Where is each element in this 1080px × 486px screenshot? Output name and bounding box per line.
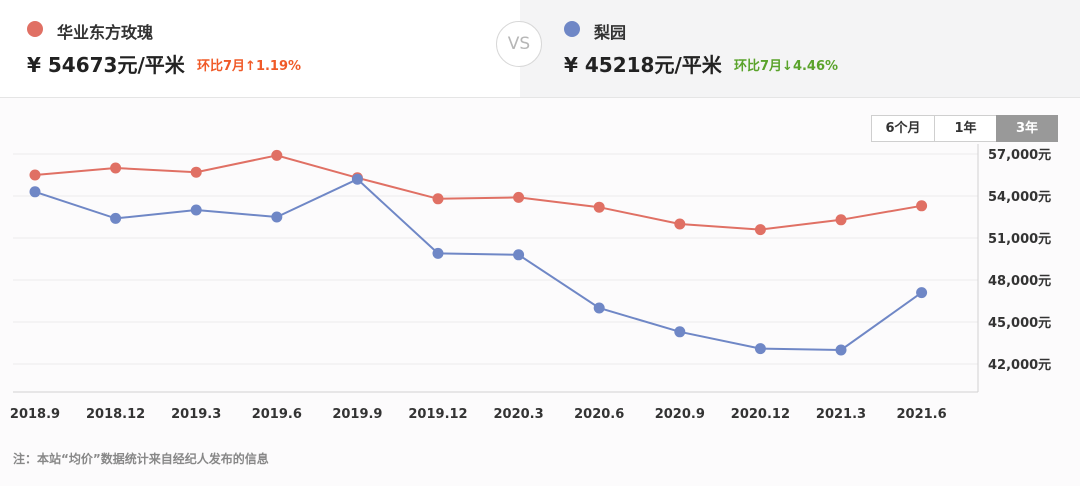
x-tick-label: 2020.9 xyxy=(655,407,705,422)
series-1-point xyxy=(432,193,444,205)
vs-badge: VS xyxy=(496,21,542,67)
series-1-point xyxy=(674,218,686,230)
left-estate-price: ¥ 54673元/平米 xyxy=(27,53,185,77)
series-1-point xyxy=(916,200,928,212)
y-tick-label: 54,000元 xyxy=(988,190,1051,205)
x-tick-label: 2020.6 xyxy=(574,407,624,422)
right-estate-name: 梨园 xyxy=(594,23,627,42)
series-2-point xyxy=(351,173,363,185)
right-estate-change: 环比7月↓4.46% xyxy=(734,59,839,74)
price-trend-chart: 42,000元 45,000元 48,000元 51,000元 54,000元 57,00… xyxy=(10,144,1051,422)
series-layer xyxy=(29,149,928,356)
y-tick-label: 48,000元 xyxy=(988,274,1051,289)
series-2-point xyxy=(29,186,41,198)
series-2-point xyxy=(674,326,686,338)
series-1-point xyxy=(271,149,283,161)
left-estate-change: 环比7月↑1.19% xyxy=(197,59,302,74)
grid-layer xyxy=(13,153,978,365)
footnote: 注：本站“均价”数据统计来自经纪人发布的信息 xyxy=(13,452,269,466)
period-6-months-button[interactable]: 6个月 xyxy=(871,115,935,142)
series-2-point xyxy=(835,344,847,356)
right-estate-panel: 梨园 ¥ 45218元/平米 环比7月↓4.46% xyxy=(520,0,1080,97)
series-2-point xyxy=(513,249,525,261)
series-line-1 xyxy=(34,154,922,231)
right-estate-price: ¥ 45218元/平米 xyxy=(564,53,722,77)
x-tick-label: 2019.9 xyxy=(332,407,382,422)
x-tick-label: 2018.12 xyxy=(86,407,145,422)
series-1-point xyxy=(190,166,202,178)
series-2-point xyxy=(271,211,283,223)
series-2-point xyxy=(754,343,766,355)
series-line-2 xyxy=(34,178,923,352)
axis-layer: 42,000元 45,000元 48,000元 51,000元 54,000元 57,00… xyxy=(10,144,1051,422)
series-2-point xyxy=(190,204,202,216)
comparison-header: 华业东方玫瑰 ¥ 54673元/平米 环比7月↑1.19% 梨园 ¥ 45218… xyxy=(0,0,1080,98)
period-3-years-button[interactable]: 3年 xyxy=(996,115,1058,142)
right-series-dot xyxy=(564,21,580,37)
left-series-dot xyxy=(27,21,43,37)
series-1-point xyxy=(593,201,605,213)
series-1-point xyxy=(513,191,525,203)
x-tick-label: 2021.3 xyxy=(816,407,866,422)
series-2-point xyxy=(916,287,928,299)
y-tick-label: 45,000元 xyxy=(988,316,1051,331)
series-1-point xyxy=(754,224,766,236)
left-estate-panel: 华业东方玫瑰 ¥ 54673元/平米 环比7月↑1.19% xyxy=(0,0,520,97)
series-1-point xyxy=(110,162,122,174)
x-tick-label: 2021.6 xyxy=(897,407,947,422)
series-2-point xyxy=(593,302,605,314)
y-tick-label: 57,000元 xyxy=(988,148,1051,163)
series-2-point xyxy=(110,212,122,224)
x-tick-label: 2018.9 xyxy=(10,407,60,422)
y-tick-label: 42,000元 xyxy=(988,358,1051,373)
x-tick-label: 2019.12 xyxy=(408,407,467,422)
series-1-point xyxy=(835,214,847,226)
period-selector: 6个月 1年 3年 xyxy=(871,115,1058,142)
x-tick-label: 2019.6 xyxy=(252,407,302,422)
x-tick-label: 2020.3 xyxy=(494,407,544,422)
y-tick-label: 51,000元 xyxy=(988,232,1051,247)
series-2-point xyxy=(432,247,444,259)
series-1-point xyxy=(29,169,41,181)
x-tick-label: 2020.12 xyxy=(731,407,790,422)
period-1-year-button[interactable]: 1年 xyxy=(934,115,997,142)
x-tick-label: 2019.3 xyxy=(171,407,221,422)
left-estate-name: 华业东方玫瑰 xyxy=(57,23,154,42)
